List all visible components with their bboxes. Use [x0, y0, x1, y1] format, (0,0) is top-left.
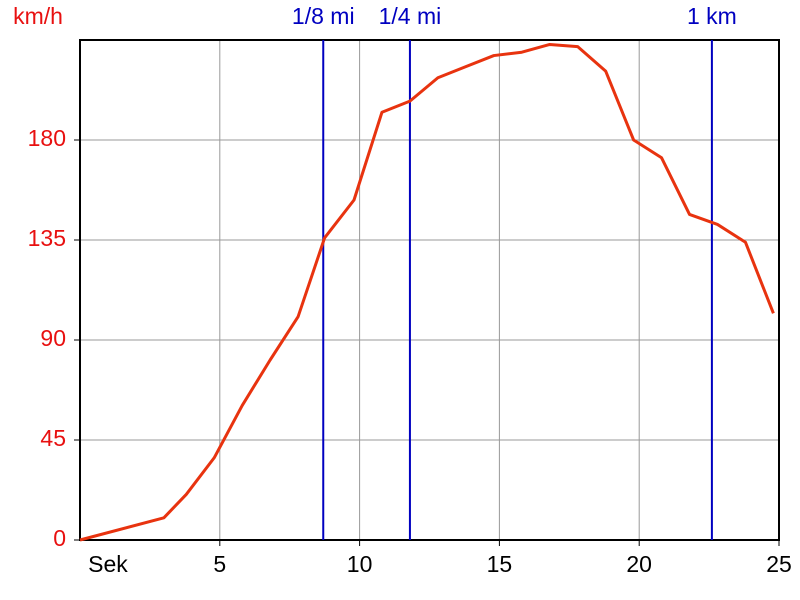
- y-axis-label: km/h: [13, 3, 63, 29]
- distance-marker-label: 1/4 mi: [379, 3, 442, 29]
- x-tick-label: 20: [626, 551, 652, 577]
- y-tick-label: 90: [40, 325, 66, 351]
- y-tick-label: 135: [28, 225, 66, 251]
- x-tick-label: 25: [766, 551, 792, 577]
- distance-marker-label: 1/8 mi: [292, 3, 355, 29]
- x-tick-label: 15: [487, 551, 513, 577]
- x-axis-label: Sek: [88, 551, 128, 577]
- distance-marker-label: 1 km: [687, 3, 737, 29]
- x-tick-label: 10: [347, 551, 373, 577]
- y-tick-label: 0: [53, 525, 66, 551]
- y-tick-label: 45: [40, 425, 66, 451]
- plot-area: [80, 40, 779, 540]
- data-line: [79, 42, 775, 542]
- y-tick-label: 180: [28, 125, 66, 151]
- x-tick-label: 5: [213, 551, 226, 577]
- plot-border: [79, 39, 780, 541]
